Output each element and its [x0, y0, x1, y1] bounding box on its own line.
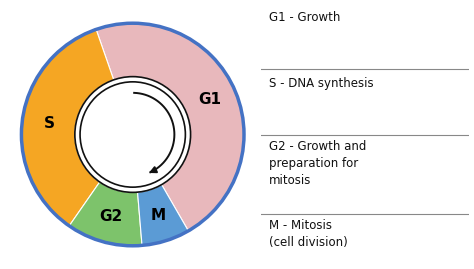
Text: S: S	[44, 115, 55, 130]
Wedge shape	[96, 23, 244, 231]
Text: M: M	[150, 208, 165, 223]
Circle shape	[75, 77, 191, 192]
Text: M - Mitosis
(cell division): M - Mitosis (cell division)	[269, 219, 348, 249]
Text: G1 - Growth: G1 - Growth	[269, 10, 340, 24]
Text: G1: G1	[198, 92, 221, 107]
Wedge shape	[21, 29, 114, 226]
Text: S - DNA synthesis: S - DNA synthesis	[269, 76, 374, 90]
Wedge shape	[137, 185, 188, 245]
Text: G2 - Growth and
preparation for
mitosis: G2 - Growth and preparation for mitosis	[269, 140, 366, 187]
Text: G2: G2	[99, 209, 122, 224]
Wedge shape	[69, 182, 142, 246]
